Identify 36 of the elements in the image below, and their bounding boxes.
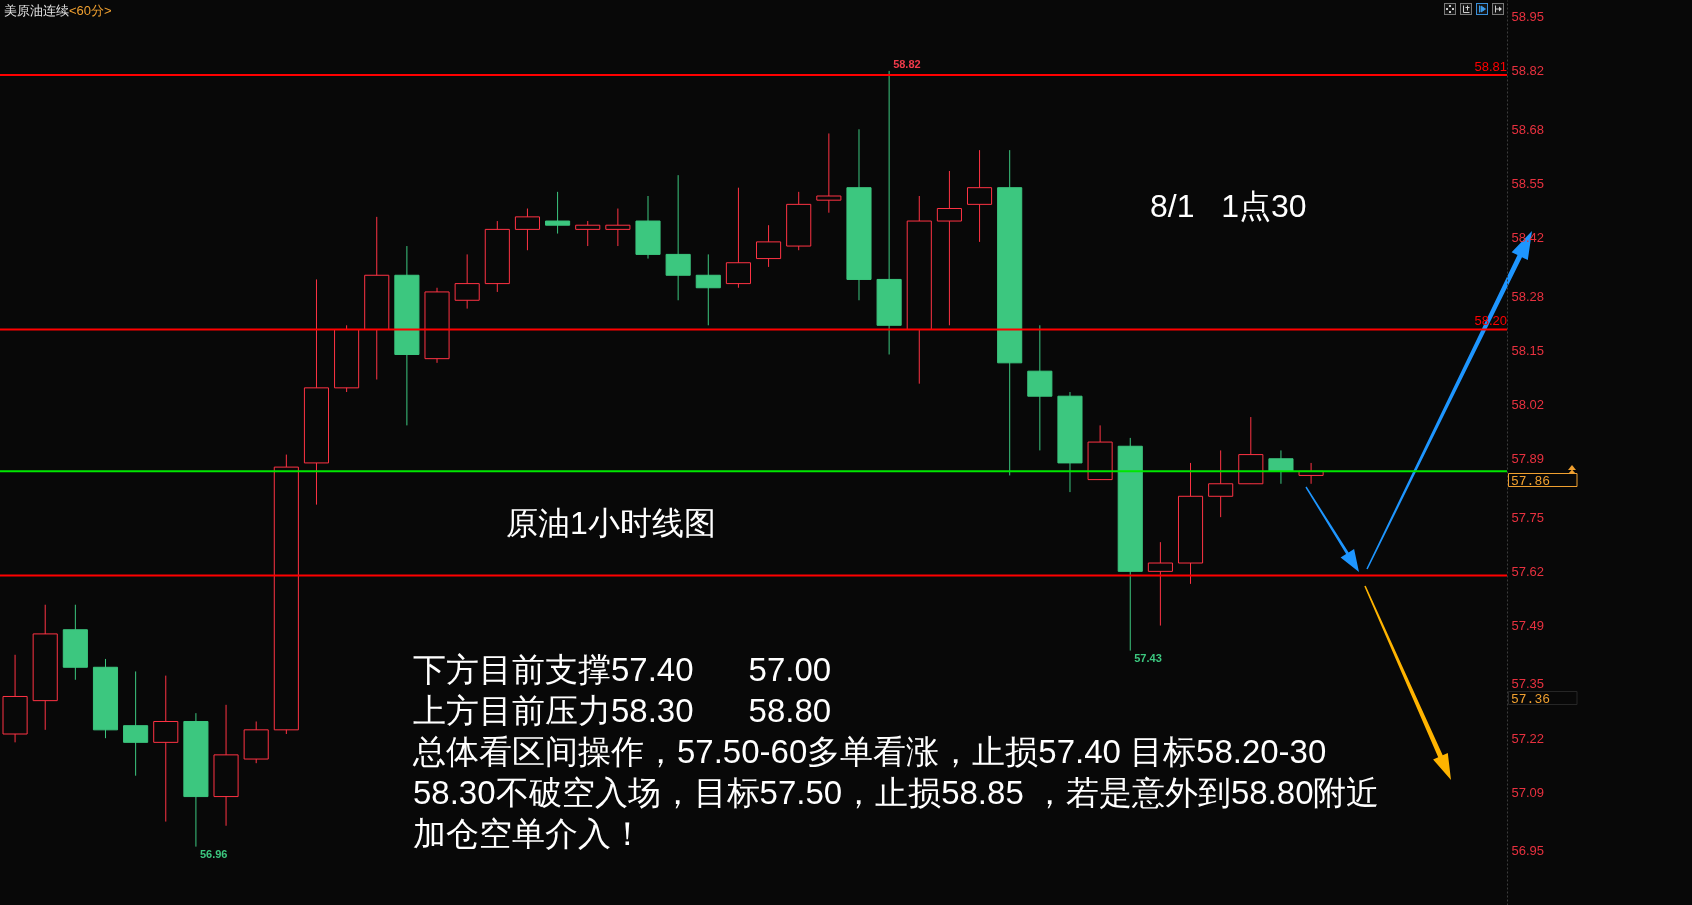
y-tick-label: 57.89 <box>1511 451 1545 467</box>
candlestick <box>575 220 601 247</box>
candlestick <box>605 208 631 247</box>
annotation: 上方目前压力58.30 58.80 <box>413 692 832 729</box>
y-tick-label: 56.95 <box>1511 843 1545 859</box>
y-tick-label: 58.82 <box>1511 63 1545 79</box>
y-tick-label: 58.02 <box>1511 397 1545 413</box>
y-tick-label: 58.68 <box>1511 121 1545 137</box>
y-tick-label: 57.62 <box>1511 563 1545 579</box>
y-tick-label: 58.28 <box>1511 288 1545 304</box>
candlestick <box>545 191 571 235</box>
annotation: 加仓空单介入！ <box>413 815 644 852</box>
chart-subtitle: <60分> <box>69 3 112 18</box>
annotation: 58.30不破空入场，目标57.50，止损58.85 ，若是意外到58.80附近 <box>413 774 1380 811</box>
y-tick-label: 58.55 <box>1511 176 1545 191</box>
y-tick-label: 57.35 <box>1511 676 1545 692</box>
text: 57.36 <box>1511 691 1551 707</box>
ref-line-label: 58.81 <box>1474 59 1507 75</box>
annotation: 8/1 1点30 <box>1150 188 1307 224</box>
y-tick-label: 57.22 <box>1511 730 1545 746</box>
candlestick <box>936 170 962 326</box>
text: 57.43 <box>1134 651 1162 664</box>
candlestick <box>816 132 842 214</box>
text: 57.86 <box>1511 473 1551 489</box>
annotation: 下方目前支撑57.40 57.00 <box>413 651 832 688</box>
y-tick-label: 58.95 <box>1511 9 1545 25</box>
annotation: 总体看区间操作，57.50-60多单看涨，止损57.40 目标58.20-30 <box>412 733 1327 770</box>
text: 58.82 <box>893 57 921 70</box>
y-tick-label: 57.49 <box>1511 618 1545 634</box>
candlestick <box>1147 541 1173 627</box>
text: 56.96 <box>199 847 228 860</box>
chart-title: 美原油连续 <box>4 3 69 18</box>
y-tick-label: 57.09 <box>1511 784 1545 800</box>
annotation: 原油1小时线图 <box>506 505 716 541</box>
y-tick-label: 58.15 <box>1511 342 1545 358</box>
y-tick-label: 57.75 <box>1511 509 1545 525</box>
